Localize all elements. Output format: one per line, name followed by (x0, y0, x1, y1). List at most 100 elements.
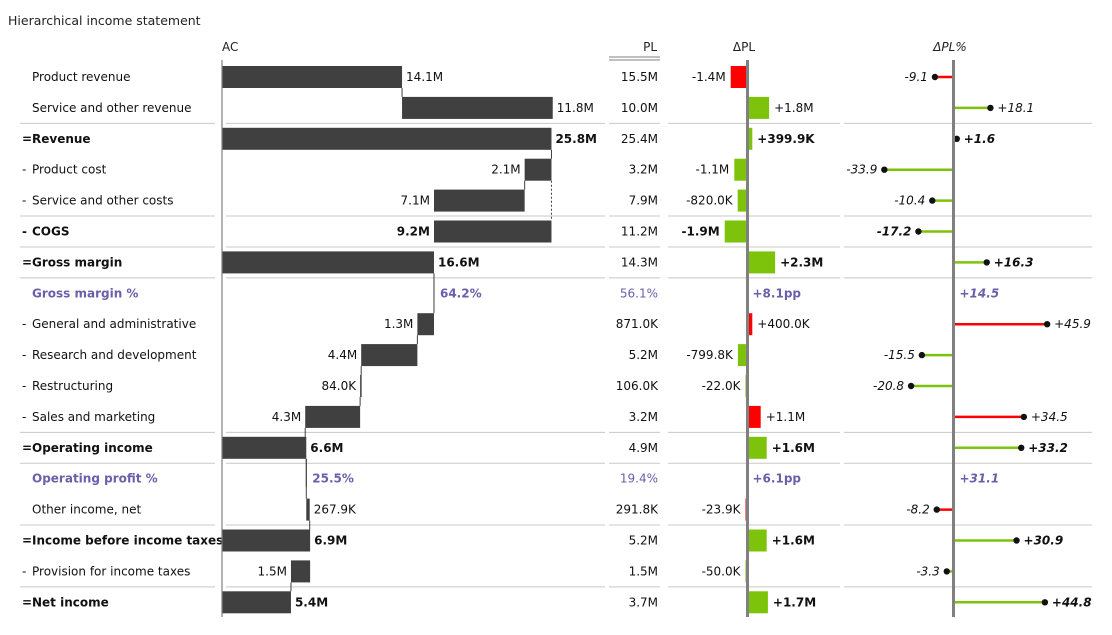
delta-pl-label: +400.0K (757, 317, 810, 331)
delta-pl-bar (747, 405, 761, 428)
delta-pl-percent-dot (1013, 537, 1020, 544)
delta-pl-percent-label: -17.2 (877, 225, 912, 239)
delta-pl-bar (747, 127, 753, 150)
pl-value-label: 7.9M (629, 194, 658, 208)
delta-pl-percent-dot (918, 351, 926, 359)
pl-value-label: 15.5M (621, 70, 658, 84)
row-prefix: = (22, 255, 32, 269)
ac-value-label: 1.5M (258, 564, 287, 578)
row-label: COGS (32, 225, 70, 239)
ac-bar (361, 344, 418, 367)
delta-pl-label: -23.9K (702, 503, 742, 517)
delta-pl-bar (737, 344, 748, 367)
delta-pl-percent-label: -10.4 (894, 194, 925, 208)
pl-value-label: 5.2M (629, 534, 658, 548)
row-label: Restructuring (32, 379, 113, 393)
delta-pl-label: +1.1M (766, 410, 806, 424)
ac-value-label: 9.2M (397, 225, 430, 239)
ac-value-label: 4.4M (328, 348, 357, 362)
row-prefix: = (22, 534, 32, 548)
row-prefix: - (22, 348, 26, 362)
row-label: Income before income taxes (32, 534, 223, 548)
delta-pl-bar (747, 529, 767, 552)
row-label: Other income, net (32, 503, 141, 517)
pl-value-label: 5.2M (629, 348, 658, 362)
ac-bar (222, 591, 291, 614)
ac-value-label: 5.4M (295, 595, 328, 609)
delta-pl-label: -50.0K (702, 564, 742, 578)
delta-pl-percent-dot (983, 259, 990, 266)
row-label: Gross margin (32, 255, 122, 269)
delta-pl-label: +2.3M (780, 255, 823, 269)
delta-pl-percent-label: -15.5 (884, 348, 915, 362)
row-label: Net income (32, 595, 109, 609)
delta-pl-bar (747, 96, 770, 119)
delta-pl-percent-dot (1043, 321, 1051, 328)
pl-value-label: 56.1% (620, 286, 658, 300)
ac-value-label: 1.3M (384, 317, 413, 331)
delta-pl-label: -1.1M (696, 163, 730, 177)
delta-pl-percent-label: -3.3 (916, 564, 939, 578)
delta-pl-percent-label: +14.5 (960, 286, 1000, 300)
pl-value-label: 106.0K (616, 379, 659, 393)
row-label: Service and other costs (32, 194, 174, 208)
ac-bar (433, 189, 525, 212)
delta-pl-percent-dot (931, 73, 939, 81)
delta-pl-label: +399.9K (757, 132, 815, 146)
delta-pl-percent-label: +45.9 (1054, 317, 1091, 331)
delta-pl-percent-label: -20.8 (873, 379, 904, 393)
pl-value-label: 3.7M (629, 595, 658, 609)
delta-pl-percent-label: +16.3 (994, 255, 1034, 269)
delta-pl-percent-dot (929, 197, 936, 204)
ac-value-label: 6.6M (310, 441, 343, 455)
ac-bar (305, 405, 361, 428)
delta-pl-label: +8.1pp (753, 286, 802, 300)
delta-pl-label: +1.6M (772, 534, 815, 548)
delta-pl-percent-dot (915, 228, 922, 235)
row-prefix: - (22, 163, 26, 177)
ac-bar (360, 375, 362, 397)
row-label: Product revenue (32, 70, 131, 84)
pl-value-label: 25.4M (621, 132, 658, 146)
delta-pl-percent-label: +33.2 (1028, 441, 1068, 455)
ac-value-label: 2.1M (491, 163, 520, 177)
pl-value-label: 10.0M (621, 101, 658, 115)
ac-value-label: 84.0K (322, 379, 358, 393)
ac-value-label: 6.9M (314, 534, 347, 548)
ac-bar (222, 436, 307, 459)
delta-pl-bar (747, 591, 768, 614)
delta-pl-percent-dot (907, 382, 915, 390)
ac-value-label: 7.1M (401, 194, 430, 208)
delta-pl-bar (747, 436, 767, 459)
pl-value-label: 3.2M (629, 410, 658, 424)
pl-value-label: 291.8K (616, 503, 659, 517)
header-ac: AC (222, 40, 238, 54)
row-prefix: - (22, 564, 26, 578)
delta-pl-label: +1.7M (773, 595, 816, 609)
delta-pl-bar (747, 313, 753, 336)
row-label: Sales and marketing (32, 410, 155, 424)
header-pl: PL (643, 40, 657, 54)
delta-pl-percent-dot (943, 568, 950, 575)
pl-value-label: 1.5M (629, 564, 658, 578)
delta-pl-percent-label: -33.9 (846, 163, 877, 177)
pl-value-label: 3.2M (629, 163, 658, 177)
ac-bar (222, 127, 552, 150)
delta-pl-label: -1.9M (682, 225, 720, 239)
pl-value-label: 871.0K (616, 317, 659, 331)
row-label: Operating profit % (32, 472, 158, 486)
pl-value-label: 11.2M (621, 225, 658, 239)
delta-pl-bar (724, 220, 748, 243)
ac-bar (290, 560, 311, 583)
delta-pl-label: -799.8K (686, 348, 734, 362)
row-prefix: - (22, 379, 26, 393)
row-prefix: = (22, 595, 32, 609)
ac-bar (417, 313, 434, 336)
ac-bar (433, 220, 552, 243)
row-label: Product cost (32, 163, 107, 177)
delta-pl-percent-label: +31.1 (960, 472, 1000, 486)
ac-value-label: 25.8M (555, 132, 597, 146)
ac-bar (222, 529, 311, 552)
header-delta-pl: ΔPL (733, 40, 755, 54)
delta-pl-label: -1.4M (692, 70, 726, 84)
